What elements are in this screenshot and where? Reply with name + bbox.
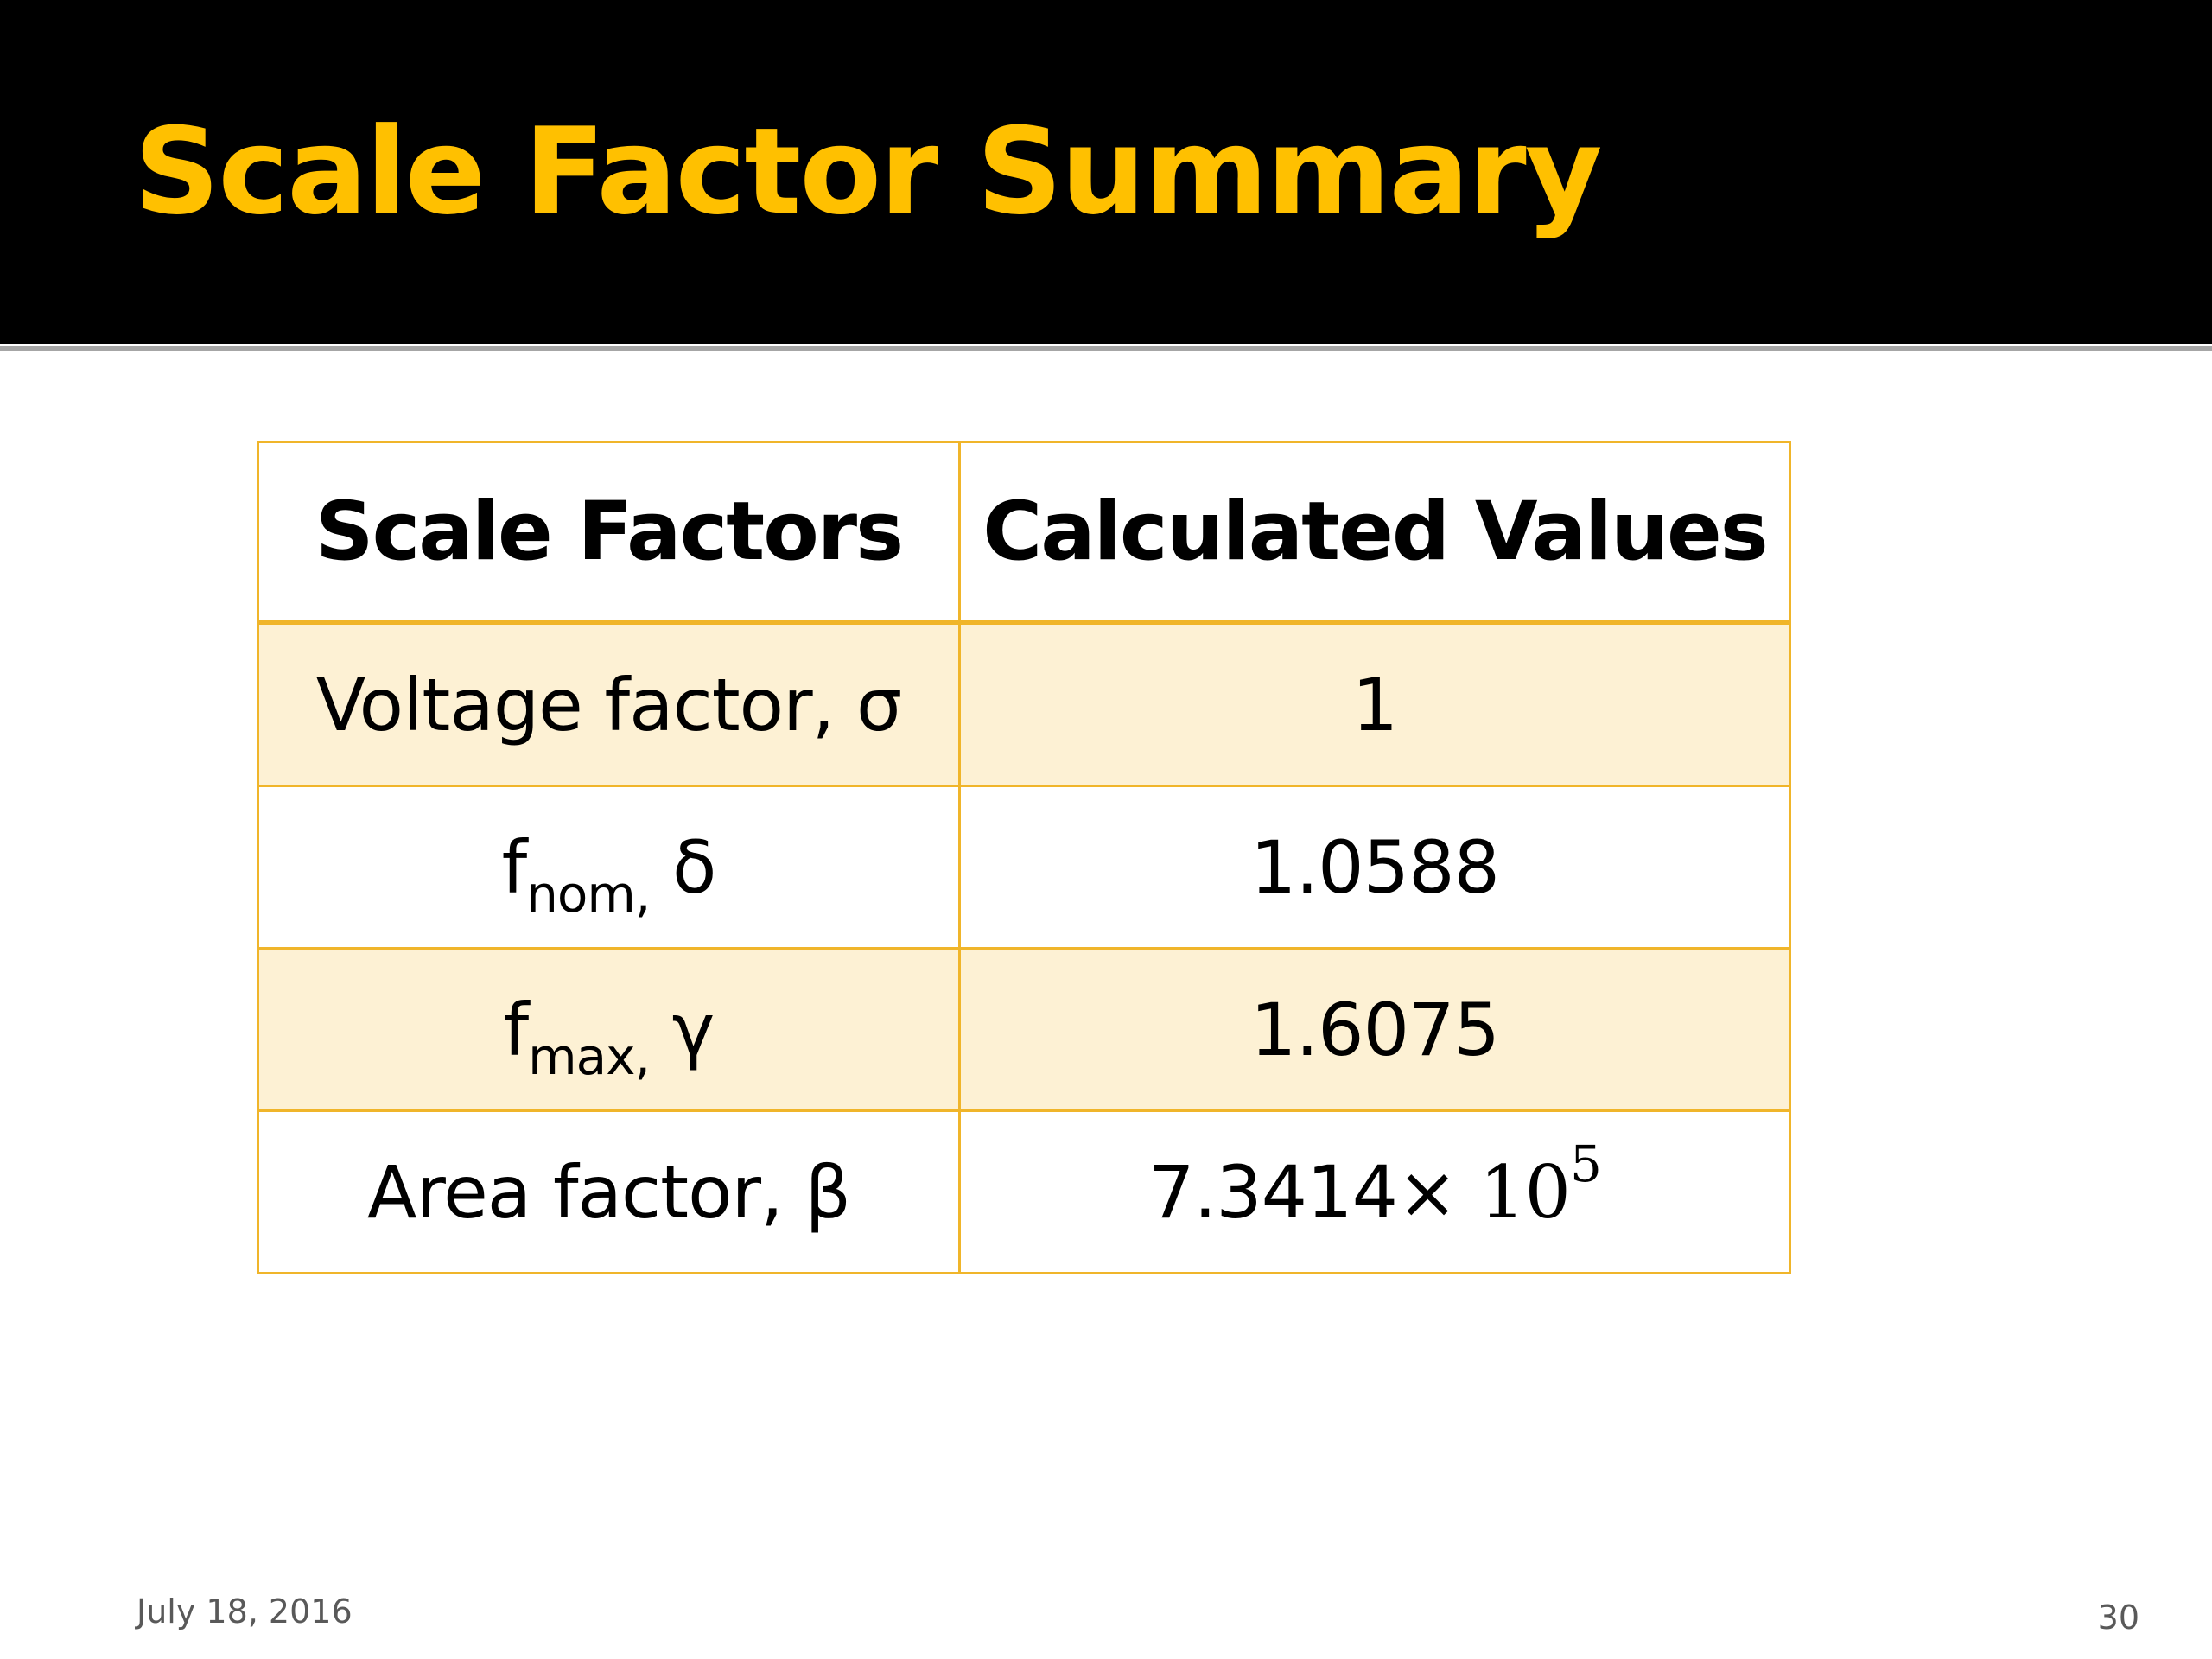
table-header-row: Scale Factors Calculated Values [257, 441, 1791, 625]
table-row: fnom, δ 1.0588 [257, 785, 1791, 950]
scale-factor-table: Scale Factors Calculated Values Voltage … [257, 441, 1791, 1274]
page-number: 30 [2097, 1599, 2139, 1637]
factor-subscript: max, [528, 1027, 651, 1086]
factor-name-cell: Voltage factor, σ [257, 621, 961, 787]
factor-value: 7.3414× [1148, 1149, 1458, 1235]
factor-symbol: f [501, 824, 528, 910]
factor-value: 1.0588 [1250, 824, 1500, 910]
factor-value: 1.6075 [1250, 987, 1500, 1072]
factor-name-cell: fnom, δ [257, 785, 961, 950]
footer-date: July 18, 2016 [137, 1592, 353, 1630]
factor-value-base: 10 [1457, 1149, 1571, 1235]
factor-subscript: nom, [526, 864, 651, 924]
table-row: Area factor, β 7.3414× 105 [257, 1109, 1791, 1274]
title-divider [0, 344, 2212, 356]
factor-value: 1 [1351, 662, 1398, 747]
factor-value-cell: 1.0588 [958, 785, 1791, 950]
factor-value-cell: 1 [958, 621, 1791, 787]
header-scale-factors: Scale Factors [257, 441, 961, 625]
factor-greek: δ [650, 824, 716, 910]
table-row: Voltage factor, σ 1 [257, 621, 1791, 787]
factor-greek: γ [649, 987, 715, 1072]
factor-name: Area factor, β [366, 1149, 851, 1235]
title-bar: Scale Factor Summary [0, 0, 2212, 344]
factor-value-cell: 7.3414× 105 [958, 1109, 1791, 1274]
factor-name-cell: Area factor, β [257, 1109, 961, 1274]
table-row: fmax, γ 1.6075 [257, 947, 1791, 1112]
factor-name: Voltage factor, σ [315, 662, 903, 747]
slide-title: Scale Factor Summary [134, 102, 1603, 241]
factor-value-cell: 1.6075 [958, 947, 1791, 1112]
factor-value-exponent: 5 [1570, 1134, 1602, 1193]
header-calculated-values: Calculated Values [958, 441, 1791, 625]
factor-name-cell: fmax, γ [257, 947, 961, 1112]
factor-symbol: f [503, 987, 530, 1072]
